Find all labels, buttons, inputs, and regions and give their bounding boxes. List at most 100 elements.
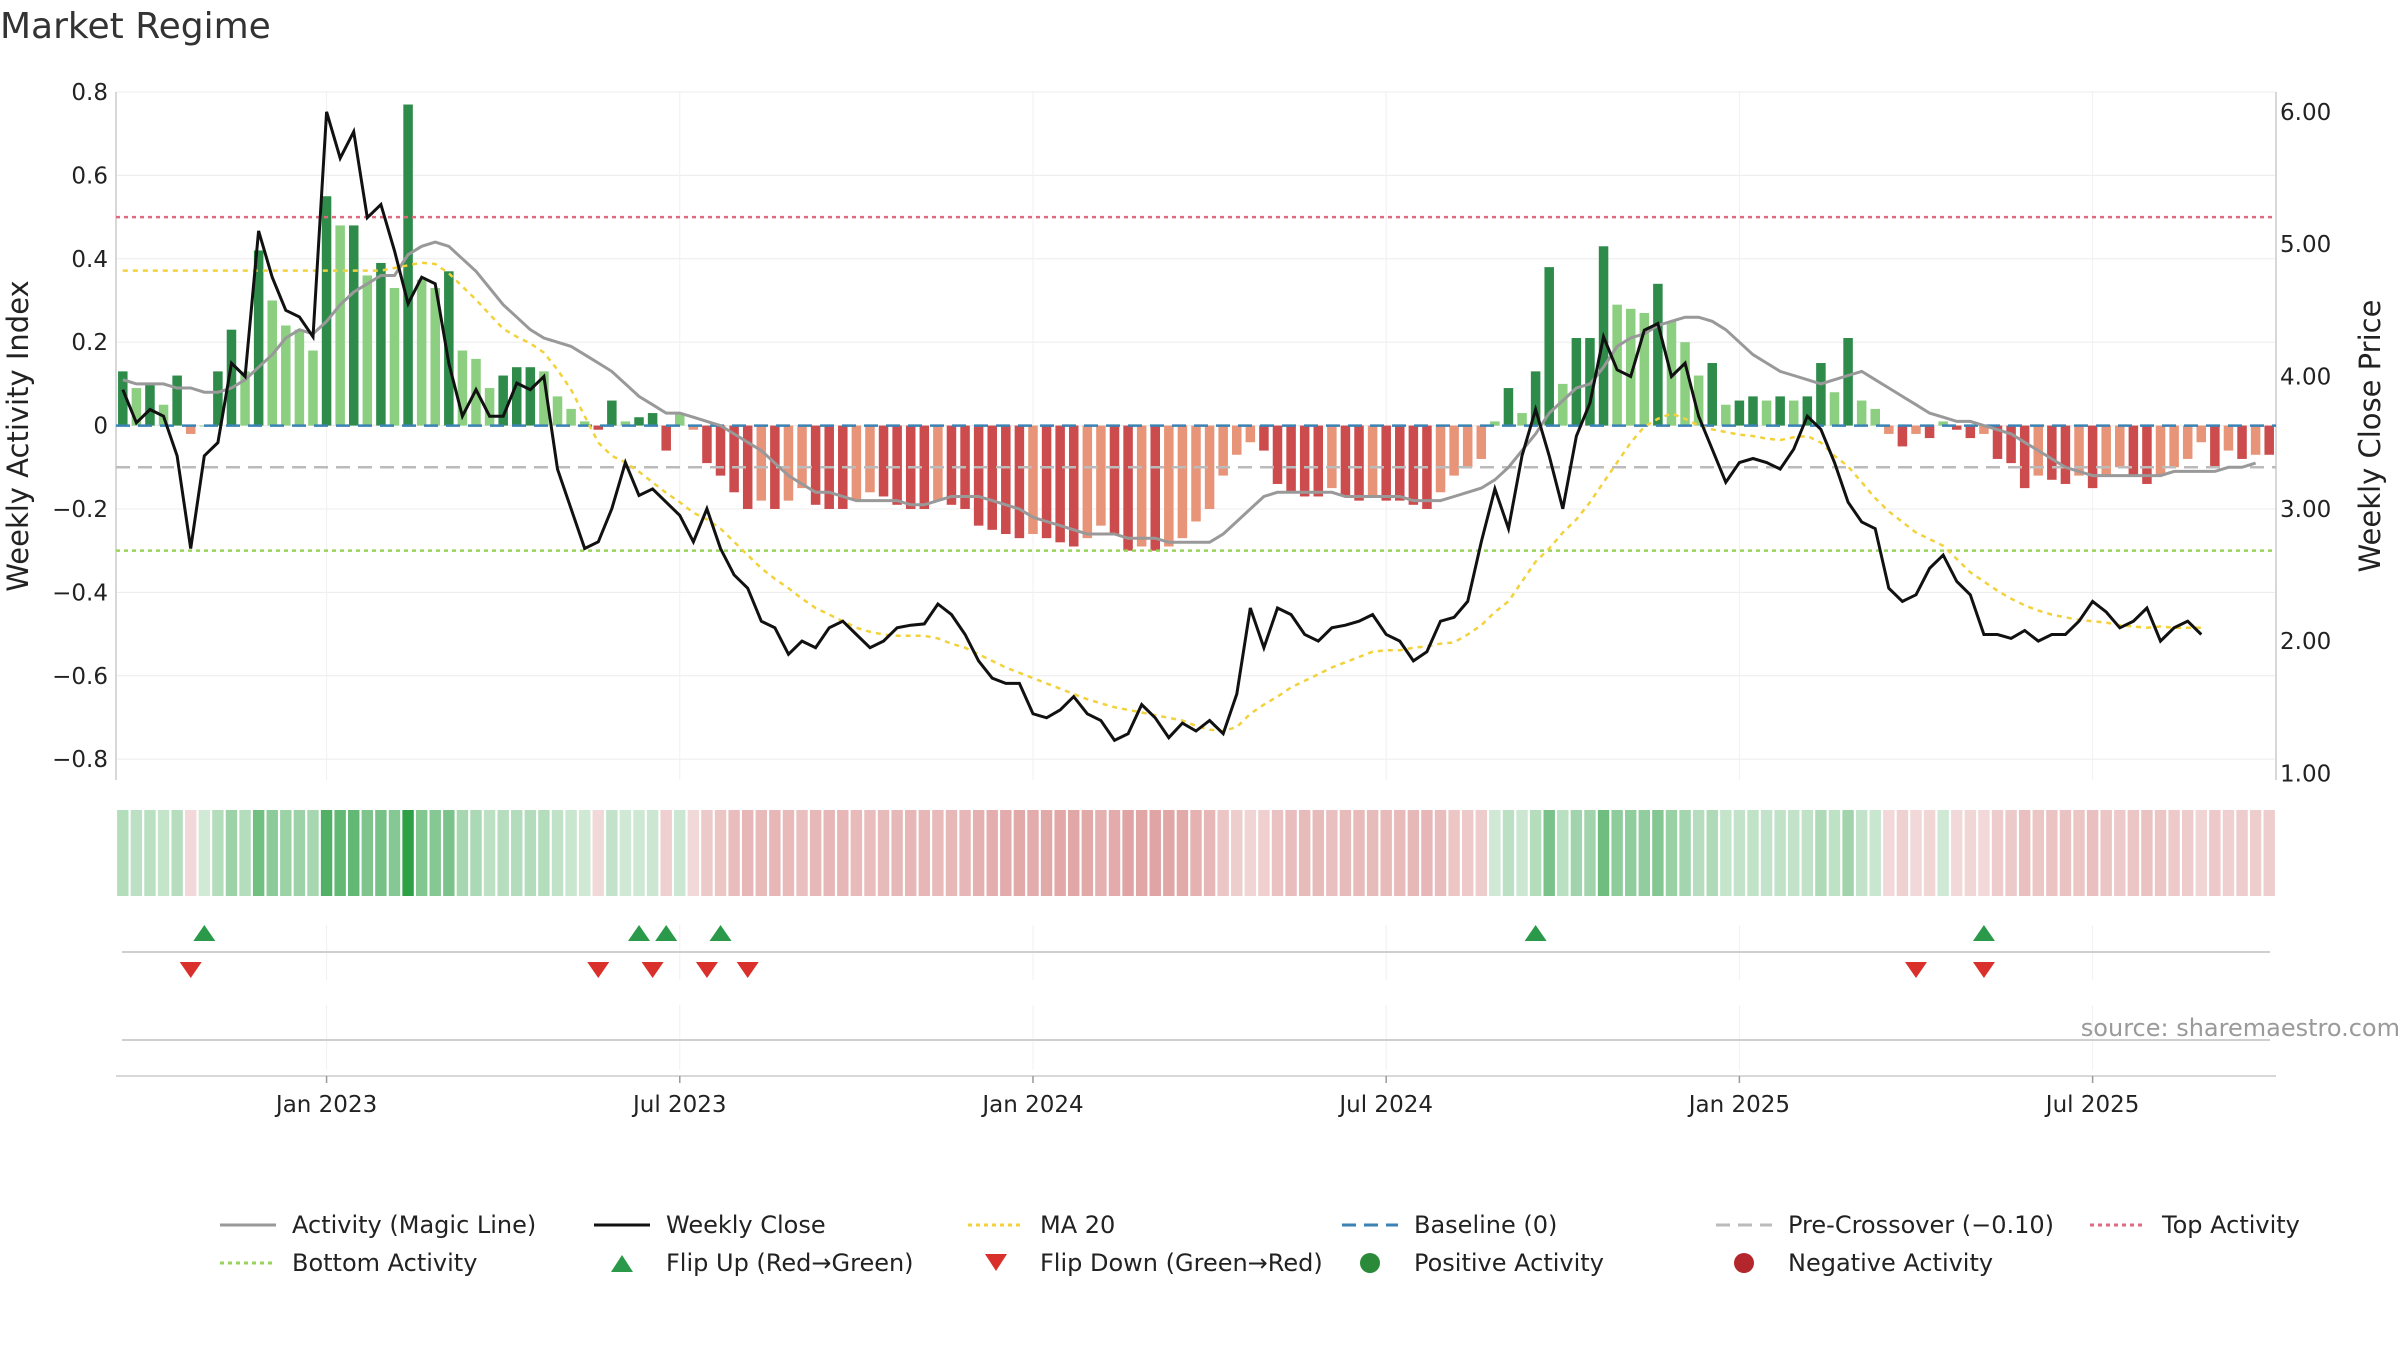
regime-cell bbox=[1068, 810, 1080, 896]
regime-cell bbox=[918, 810, 931, 896]
regime-cell bbox=[769, 810, 781, 896]
activity-bar bbox=[946, 425, 957, 505]
activity-bar bbox=[1802, 396, 1813, 426]
regime-cell bbox=[429, 810, 441, 896]
regime-cell bbox=[1557, 810, 1569, 896]
activity-bar bbox=[2060, 425, 2071, 484]
regime-cell bbox=[1679, 810, 1691, 896]
activity-bar bbox=[416, 279, 427, 426]
activity-bar bbox=[987, 425, 997, 530]
legend-label: Bottom Activity bbox=[292, 1249, 477, 1277]
activity-bar bbox=[403, 104, 413, 426]
flip-up-marker bbox=[193, 925, 216, 941]
regime-cell bbox=[1951, 810, 1963, 896]
regime-cell bbox=[2018, 810, 2031, 896]
ma20-line bbox=[122, 261, 2202, 733]
regime-cell bbox=[1855, 810, 1868, 896]
activity-bar bbox=[145, 383, 155, 426]
regime-cell bbox=[1611, 810, 1623, 896]
regime-cell bbox=[2263, 810, 2275, 896]
activity-bar bbox=[2101, 425, 2111, 476]
regime-cell bbox=[1760, 810, 1773, 896]
activity-bar bbox=[1829, 392, 1840, 426]
regime-cell bbox=[1122, 810, 1134, 896]
regime-cell bbox=[1774, 810, 1786, 896]
regime-cell bbox=[606, 810, 618, 896]
regime-cell bbox=[225, 810, 238, 896]
activity-bar bbox=[2087, 425, 2098, 489]
activity-bar bbox=[512, 367, 522, 426]
activity-bar bbox=[226, 329, 237, 426]
regime-cell bbox=[402, 810, 414, 896]
regime-cell bbox=[293, 810, 306, 896]
activity-bar bbox=[2006, 425, 2016, 464]
activity-bar bbox=[1653, 283, 1663, 426]
activity-bar bbox=[2155, 425, 2166, 476]
regime-cell bbox=[1665, 810, 1678, 896]
regime-cell bbox=[1733, 810, 1746, 896]
regime-cell bbox=[741, 810, 754, 896]
activity-bar bbox=[321, 196, 332, 426]
activity-bar bbox=[2250, 425, 2261, 455]
activity-bar bbox=[1938, 421, 1948, 426]
regime-cell bbox=[239, 810, 251, 896]
regime-cell bbox=[687, 810, 700, 896]
activity-bar bbox=[715, 425, 726, 476]
flip-down-marker bbox=[695, 962, 718, 978]
activity-bar bbox=[1204, 425, 1215, 509]
regime-cell bbox=[1937, 810, 1949, 896]
regime-cell bbox=[1788, 810, 1800, 896]
activity-bar bbox=[1462, 425, 1473, 468]
activity-bar bbox=[783, 425, 794, 501]
regime-cell bbox=[1991, 810, 2004, 896]
regime-cell bbox=[2100, 810, 2112, 896]
regime-cell bbox=[252, 810, 265, 896]
activity-bar bbox=[1055, 425, 1065, 543]
regime-cell bbox=[1461, 810, 1474, 896]
activity-bar bbox=[1530, 371, 1541, 426]
activity-bar bbox=[294, 329, 305, 426]
regime-cell bbox=[1013, 810, 1026, 896]
y-right-tick-label: 4.00 bbox=[2280, 364, 2331, 390]
regime-cell bbox=[1203, 810, 1216, 896]
activity-bar bbox=[1381, 425, 1391, 501]
regime-cell bbox=[905, 810, 917, 896]
flip-down-marker bbox=[587, 962, 610, 978]
activity-bar bbox=[1558, 383, 1568, 426]
regime-cell bbox=[470, 810, 482, 896]
activity-bar bbox=[661, 425, 671, 451]
regime-cell bbox=[2059, 810, 2072, 896]
activity-bar bbox=[1082, 425, 1093, 539]
legend-label: Top Activity bbox=[2161, 1211, 2300, 1239]
activity-bar bbox=[213, 371, 223, 426]
regime-cell bbox=[1706, 810, 1718, 896]
chart-title: Market Regime bbox=[0, 6, 271, 47]
activity-bar bbox=[634, 417, 644, 426]
regime-cell bbox=[1298, 810, 1311, 896]
activity-bar bbox=[2210, 425, 2220, 468]
regime-cell bbox=[1978, 810, 1990, 896]
activity-bar bbox=[484, 388, 495, 426]
activity-bar bbox=[1041, 425, 1052, 539]
regime-cell bbox=[1135, 810, 1148, 896]
regime-cell bbox=[1326, 810, 1338, 896]
regime-cell bbox=[1366, 810, 1379, 896]
regime-cell bbox=[1448, 810, 1460, 896]
x-tick-label: Jan 2025 bbox=[1687, 1092, 1790, 1118]
y-right-axis-title: Weekly Close Price bbox=[2353, 300, 2387, 573]
activity-bar bbox=[2142, 425, 2152, 484]
activity-bar bbox=[539, 371, 549, 426]
regime-cell bbox=[1720, 810, 1732, 896]
regime-cell bbox=[1163, 810, 1175, 896]
activity-bar bbox=[1313, 425, 1324, 497]
regime-cell bbox=[1964, 810, 1977, 896]
regime-cell bbox=[1638, 810, 1651, 896]
regime-cell bbox=[1149, 810, 1161, 896]
activity-bar bbox=[1693, 375, 1704, 426]
regime-cell bbox=[1108, 810, 1121, 896]
flip-up-marker bbox=[655, 925, 678, 941]
activity-bar bbox=[647, 413, 658, 426]
activity-bar bbox=[498, 375, 508, 426]
activity-bar bbox=[2047, 425, 2057, 480]
